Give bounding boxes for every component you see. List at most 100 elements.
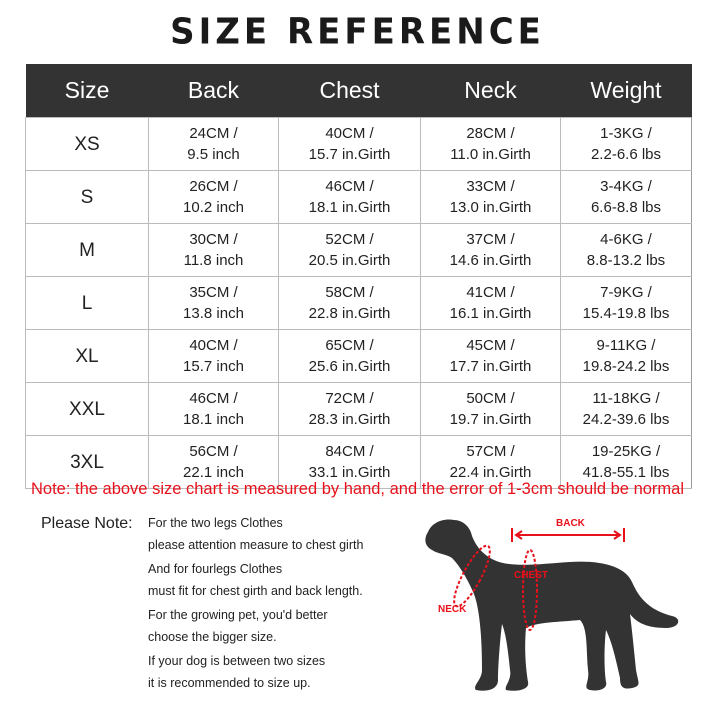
weight-cell: 3-4KG / 6.6-8.8 lbs [560, 170, 692, 224]
neck-value-line: 11.0 in.Girth [450, 146, 531, 163]
chest-value-line: 72CM / [325, 390, 374, 407]
back-cell: 40CM / 15.7 inch [148, 329, 279, 383]
neck-cell: 57CM / 22.4 in.Girth [420, 435, 561, 489]
chest-value-line: 22.8 in.Girth [308, 305, 391, 322]
weight-value-line: 11-18KG / [592, 390, 660, 407]
column-header: Weight [560, 64, 692, 118]
weight-cell: 9-11KG / 19.8-24.2 lbs [560, 329, 692, 383]
column-header: Back [148, 64, 279, 118]
chest-cell: 46CM / 18.1 in.Girth [278, 170, 421, 224]
table-row: S 26CM / 10.2 inch 46CM / 18.1 in.Girth 33CM … [25, 170, 692, 224]
weight-value-line: 24.2-39.6 lbs [582, 411, 670, 428]
neck-cell: 33CM / 13.0 in.Girth [420, 170, 561, 224]
back-value-line: 9.5 inch [187, 146, 240, 163]
neck-label: NECK [438, 604, 467, 615]
weight-value-line: 3-4KG / [600, 178, 652, 195]
weight-cell: 11-18KG / 24.2-39.6 lbs [560, 382, 692, 436]
neck-cell: 28CM / 11.0 in.Girth [420, 117, 561, 171]
table-row: XL 40CM / 15.7 inch 65CM / 25.6 in.Girth 45CM… [25, 329, 692, 383]
neck-value-line: 57CM / [466, 443, 515, 460]
back-cell: 30CM / 11.8 inch [148, 223, 279, 277]
neck-value-line: 13.0 in.Girth [449, 199, 532, 216]
note-line: must fit for chest girth and back length… [148, 584, 363, 598]
back-value-line: 15.7 inch [183, 358, 244, 375]
back-cell: 24CM / 9.5 inch [148, 117, 279, 171]
weight-cell: 1-3KG / 2.2-6.6 lbs [560, 117, 692, 171]
weight-value-line: 7-9KG / [600, 284, 652, 301]
page-title: SIZE REFERENCE [170, 11, 545, 53]
note-line: it is recommended to size up. [148, 676, 311, 690]
chest-value-line: 52CM / [325, 231, 374, 248]
table-row: XS 24CM / 9.5 inch 40CM / 15.7 in.Girth 28CM … [25, 117, 692, 171]
size-cell: 3XL [25, 435, 149, 489]
please-note-label: Please Note: [41, 515, 133, 532]
table-row: M 30CM / 11.8 inch 52CM / 20.5 in.Girth 37CM … [25, 223, 692, 277]
size-cell: M [25, 223, 149, 277]
back-value-line: 46CM / [189, 390, 238, 407]
weight-value-line: 1-3KG / [600, 125, 652, 142]
neck-value-line: 28CM / [466, 125, 515, 142]
weight-value-line: 9-11KG / [596, 337, 656, 354]
neck-cell: 50CM / 19.7 in.Girth [420, 382, 561, 436]
chest-value-line: 33.1 in.Girth [308, 464, 391, 481]
weight-value-line: 41.8-55.1 lbs [582, 464, 670, 481]
size-cell: XL [25, 329, 149, 383]
back-value-line: 10.2 inch [183, 199, 244, 216]
chest-cell: 52CM / 20.5 in.Girth [278, 223, 421, 277]
measurement-error-note: Note: the above size chart is measured b… [30, 480, 685, 498]
neck-value-line: 50CM / [466, 390, 515, 407]
back-value-line: 18.1 inch [183, 411, 244, 428]
neck-cell: 45CM / 17.7 in.Girth [420, 329, 561, 383]
dog-measurement-diagram: BACK CHEST NECK [425, 518, 679, 691]
note-line: And for fourlegs Clothes [148, 562, 283, 576]
chest-value-line: 65CM / [325, 337, 374, 354]
weight-value-line: 19-25KG / [591, 443, 661, 460]
weight-cell: 19-25KG / 41.8-55.1 lbs [560, 435, 692, 489]
chest-value-line: 46CM / [325, 178, 374, 195]
table-row: L 35CM / 13.8 inch 58CM / 22.8 in.Girth 41CM … [25, 276, 692, 330]
back-cell: 26CM / 10.2 inch [148, 170, 279, 224]
weight-value-line: 15.4-19.8 lbs [582, 305, 670, 322]
chest-cell: 58CM / 22.8 in.Girth [278, 276, 421, 330]
note-line: If your dog is between two sizes [148, 654, 326, 668]
measurement-lines [453, 528, 625, 631]
weight-value-line: 19.8-24.2 lbs [582, 358, 670, 375]
note-line: please attention measure to chest girth [148, 538, 364, 552]
back-value-line: 22.1 inch [183, 464, 244, 481]
chest-cell: 65CM / 25.6 in.Girth [278, 329, 421, 383]
column-header: Chest [278, 64, 421, 118]
neck-cell: 41CM / 16.1 in.Girth [420, 276, 561, 330]
chest-value-line: 40CM / [325, 125, 374, 142]
column-header: Size [25, 64, 149, 118]
neck-value-line: 33CM / [466, 178, 515, 195]
column-header: Neck [420, 64, 561, 118]
size-cell: XS [25, 117, 149, 171]
note-line: For the two legs Clothes [148, 516, 283, 530]
neck-value-line: 16.1 in.Girth [449, 305, 532, 322]
chest-value-line: 18.1 in.Girth [308, 199, 391, 216]
neck-value-line: 45CM / [466, 337, 515, 354]
weight-value-line: 6.6-8.8 lbs [590, 199, 662, 216]
note-line: choose the bigger size. [148, 630, 277, 644]
neck-value-line: 19.7 in.Girth [449, 411, 532, 428]
weight-value-line: 4-6KG / [600, 231, 652, 248]
weight-value-line: 2.2-6.6 lbs [590, 146, 662, 163]
back-value-line: 40CM / [189, 337, 238, 354]
back-value-line: 56CM / [189, 443, 238, 460]
chest-value-line: 25.6 in.Girth [308, 358, 391, 375]
back-cell: 56CM / 22.1 inch [148, 435, 279, 489]
weight-value-line: 8.8-13.2 lbs [586, 252, 666, 269]
chest-cell: 72CM / 28.3 in.Girth [278, 382, 421, 436]
neck-value-line: 37CM / [466, 231, 515, 248]
size-cell: S [25, 170, 149, 224]
note-line: For the growing pet, you'd better [148, 608, 328, 622]
back-value-line: 11.8 inch [183, 252, 244, 269]
back-value-line: 30CM / [189, 231, 238, 248]
back-cell: 35CM / 13.8 inch [148, 276, 279, 330]
chest-value-line: 84CM / [325, 443, 374, 460]
weight-cell: 7-9KG / 15.4-19.8 lbs [560, 276, 692, 330]
neck-value-line: 17.7 in.Girth [449, 358, 532, 375]
table-header-row: Size Back Chest Neck Weight [25, 64, 692, 118]
back-value-line: 35CM / [189, 284, 238, 301]
back-value-line: 24CM / [189, 125, 238, 142]
